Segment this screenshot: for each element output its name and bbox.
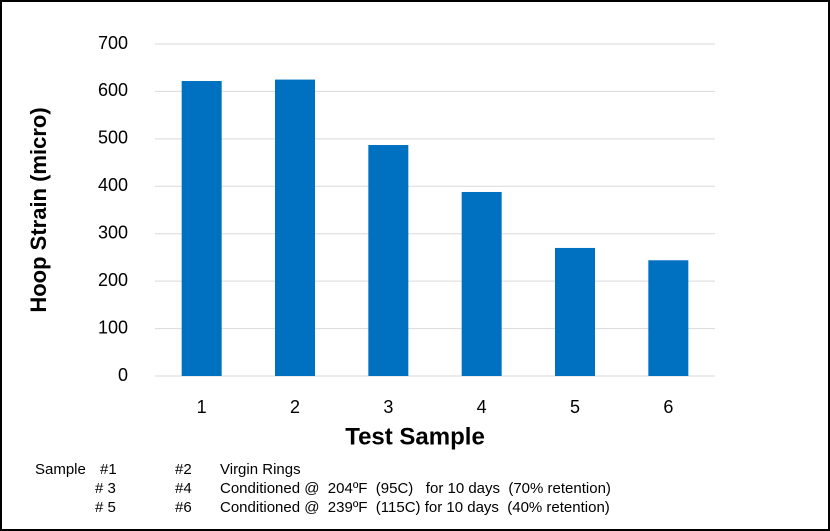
x-tick-label: 2: [290, 397, 300, 417]
y-tick-label: 500: [98, 128, 128, 148]
x-tick-label: 6: [663, 397, 673, 417]
x-axis-title: Test Sample: [345, 423, 485, 450]
footnote: #4: [175, 480, 192, 497]
x-tick-label: 3: [383, 397, 393, 417]
bar: [648, 260, 689, 376]
bar: [181, 80, 222, 376]
x-tick-label: 5: [570, 397, 580, 417]
y-axis-title: Hoop Strain (micro): [26, 107, 51, 312]
footnote: #1: [100, 461, 117, 478]
y-tick-label: 300: [98, 222, 128, 242]
y-tick-label: 600: [98, 80, 128, 100]
x-tick-label: 4: [477, 397, 487, 417]
y-tick-label: 0: [118, 365, 128, 385]
y-tick-label: 200: [98, 270, 128, 290]
bar: [555, 247, 595, 376]
bar: [368, 145, 409, 376]
bar: [275, 79, 315, 377]
footnote: # 5: [95, 499, 116, 516]
footnote: Conditioned @ 239ºF (115C) for 10 days (…: [220, 499, 610, 516]
y-tick-label: 400: [98, 175, 128, 195]
footnote: Virgin Rings: [220, 461, 301, 478]
footnote: Sample: [35, 461, 86, 478]
y-tick-label: 700: [98, 33, 128, 53]
footnote: # 3: [95, 480, 116, 497]
footnote: #2: [175, 461, 192, 478]
bar: [461, 191, 502, 376]
y-tick-label: 100: [98, 317, 128, 337]
x-tick-label: 1: [197, 397, 207, 417]
footnote: #6: [175, 499, 192, 516]
footnote: Conditioned @ 204ºF (95C) for 10 days (7…: [220, 480, 611, 497]
